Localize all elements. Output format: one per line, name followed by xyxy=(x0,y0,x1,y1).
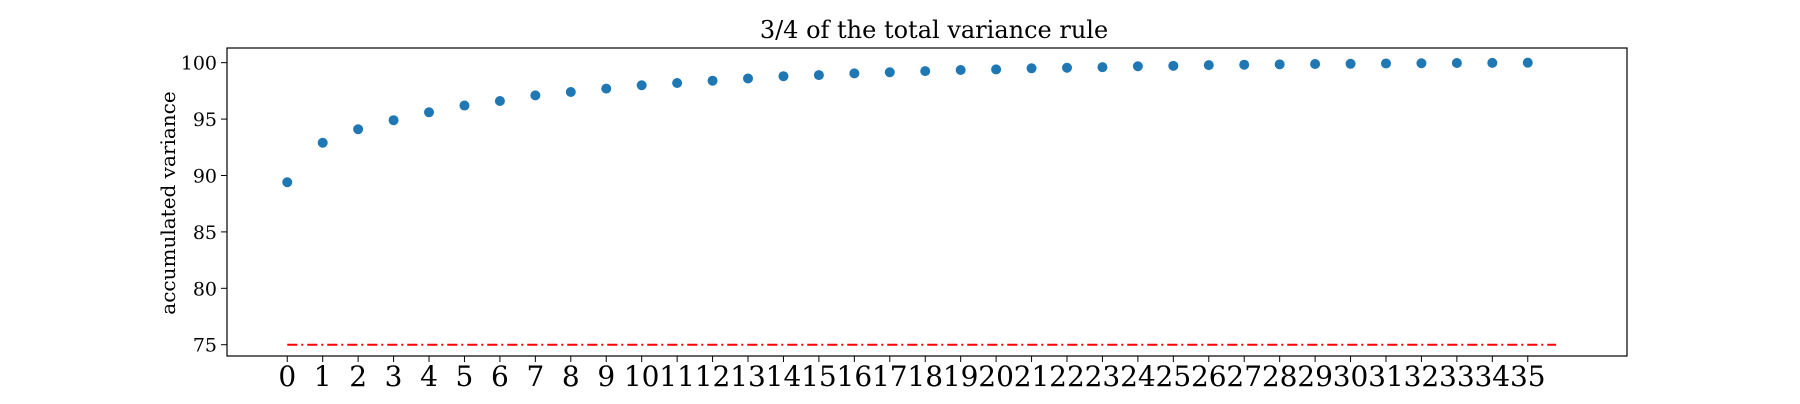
x-tick-label: 4 xyxy=(420,360,438,393)
data-point xyxy=(1345,58,1356,69)
x-tick-label: 9 xyxy=(597,360,615,393)
x-tick-label: 14 xyxy=(766,360,802,393)
x-tick-label: 27 xyxy=(1226,360,1262,393)
x-tick-label: 20 xyxy=(978,360,1014,393)
data-point xyxy=(884,67,895,78)
y-tick-label: 100 xyxy=(181,53,217,75)
y-tick-label: 85 xyxy=(193,222,217,244)
x-tick-label: 16 xyxy=(837,360,873,393)
chart-title: 3/4 of the total variance rule xyxy=(760,16,1108,44)
plot-frame xyxy=(226,47,1628,357)
data-point xyxy=(494,96,505,107)
x-tick-label: 11 xyxy=(659,360,695,393)
y-axis-label: accumulated variance xyxy=(156,91,180,314)
data-point xyxy=(1310,59,1321,70)
x-tick-label: 23 xyxy=(1085,360,1121,393)
y-tick-label: 90 xyxy=(193,165,217,187)
data-point xyxy=(813,70,824,81)
x-tick-label: 3 xyxy=(385,360,403,393)
x-tick-label: 33 xyxy=(1439,360,1475,393)
x-tick-label: 13 xyxy=(730,360,766,393)
data-point xyxy=(1416,58,1427,69)
data-point xyxy=(317,137,328,148)
x-tick-label: 15 xyxy=(801,360,837,393)
x-tick-label: 2 xyxy=(349,360,367,393)
x-tick-label: 22 xyxy=(1049,360,1085,393)
x-tick-label: 5 xyxy=(456,360,474,393)
data-point xyxy=(1026,63,1037,74)
data-point xyxy=(1522,57,1533,68)
data-point xyxy=(778,71,789,82)
x-tick-label: 25 xyxy=(1156,360,1192,393)
data-point xyxy=(388,115,399,126)
data-point xyxy=(920,66,931,77)
x-tick-label: 30 xyxy=(1333,360,1369,393)
data-point xyxy=(282,177,293,188)
data-point xyxy=(955,65,966,75)
data-point xyxy=(743,73,754,84)
data-point xyxy=(672,77,683,88)
data-point xyxy=(1097,62,1108,73)
x-tick-label: 31 xyxy=(1368,360,1404,393)
x-tick-label: 1 xyxy=(314,360,332,393)
x-tick-label: 21 xyxy=(1014,360,1050,393)
x-tick-label: 6 xyxy=(491,360,509,393)
data-point xyxy=(565,87,576,97)
x-tick-label: 18 xyxy=(907,360,943,393)
data-point xyxy=(1062,62,1072,73)
y-tick-label: 75 xyxy=(193,335,217,357)
x-tick-label: 0 xyxy=(278,360,296,393)
data-point xyxy=(1239,59,1250,70)
data-point xyxy=(1132,61,1143,72)
data-point xyxy=(1274,59,1285,70)
x-tick-label: 32 xyxy=(1404,360,1440,393)
data-point xyxy=(1487,57,1498,68)
data-point xyxy=(424,107,435,118)
x-tick-label: 26 xyxy=(1191,360,1227,393)
data-point xyxy=(459,100,470,111)
x-tick-label: 35 xyxy=(1510,360,1546,393)
data-point xyxy=(636,80,647,91)
y-tick-label: 95 xyxy=(193,109,217,131)
data-point xyxy=(1203,60,1214,71)
x-tick-label: 19 xyxy=(943,360,979,393)
x-tick-label: 28 xyxy=(1262,360,1298,393)
data-point xyxy=(1451,58,1462,69)
x-tick-label: 8 xyxy=(562,360,580,393)
data-point xyxy=(601,83,612,94)
data-point xyxy=(991,64,1002,75)
data-point xyxy=(707,75,718,86)
data-point xyxy=(1380,58,1391,69)
x-tick-label: 12 xyxy=(695,360,731,393)
x-tick-label: 34 xyxy=(1474,360,1510,393)
x-tick-label: 24 xyxy=(1120,360,1156,393)
data-point xyxy=(849,68,860,79)
data-point xyxy=(1168,60,1179,71)
x-tick-label: 29 xyxy=(1297,360,1333,393)
x-tick-label: 17 xyxy=(872,360,908,393)
x-tick-label: 7 xyxy=(526,360,544,393)
x-tick-label: 10 xyxy=(624,360,660,393)
data-point xyxy=(353,124,364,135)
y-tick-label: 80 xyxy=(193,278,217,300)
data-point xyxy=(530,90,541,101)
